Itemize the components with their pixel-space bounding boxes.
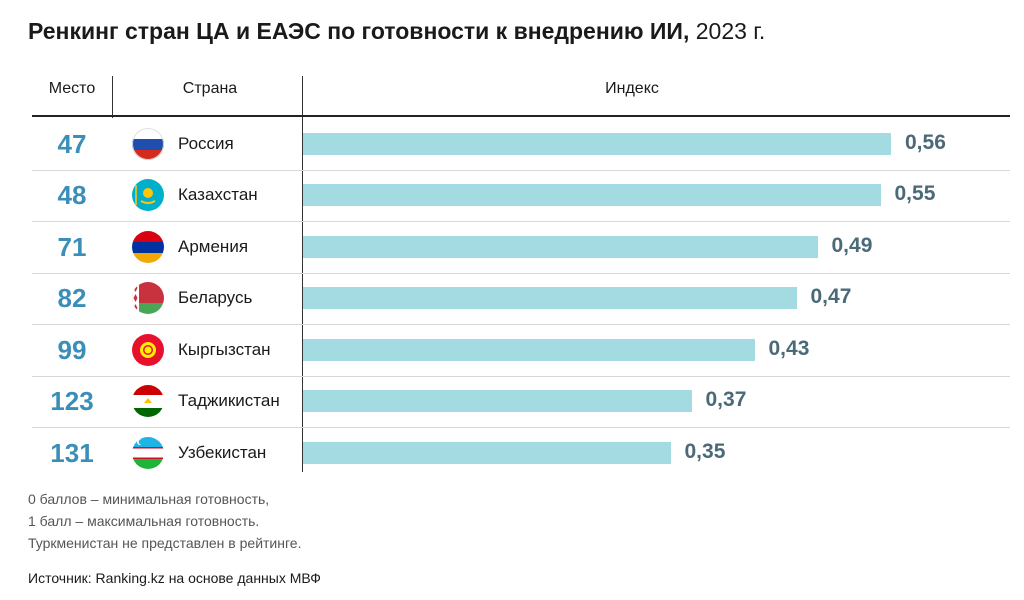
index-bar <box>303 184 881 207</box>
rank-label: 123 <box>50 386 94 417</box>
index-bar <box>303 287 797 310</box>
country-label: Беларусь <box>178 288 253 308</box>
index-bar <box>303 441 671 464</box>
chart-title-year: 2023 г. <box>695 18 766 44</box>
kazakhstan-flag-icon <box>132 179 164 212</box>
country-label: Россия <box>178 133 234 153</box>
row-separator <box>32 272 1010 274</box>
index-bar <box>303 132 891 155</box>
index-axis-line <box>302 76 303 472</box>
row-separator <box>32 324 1010 325</box>
row-separator <box>32 221 1010 222</box>
value-label: 0,47 <box>810 285 852 309</box>
country-label: Узбекистан <box>178 442 267 462</box>
rank-label: 131 <box>50 437 94 468</box>
row-separator <box>32 169 1010 171</box>
note-line: 0 баллов – минимальная готовность, <box>28 491 270 507</box>
rank-label: 99 <box>57 334 87 365</box>
index-bar <box>303 390 692 413</box>
row-separator <box>32 375 1010 377</box>
value-label: 0,56 <box>905 130 946 154</box>
value-label: 0,43 <box>768 336 810 360</box>
header-rank: Место <box>48 80 96 97</box>
header-underline <box>32 115 1010 117</box>
chart-title: Ренкинг стран ЦА и ЕАЭС по готовности к … <box>28 18 765 45</box>
source-note: Источник: Ranking.kz на основе данных МВ… <box>28 570 321 586</box>
country-label: Армения <box>178 236 249 256</box>
uzbekistan-flag-icon <box>132 436 164 469</box>
armenia-flag-icon <box>132 230 164 263</box>
kyrgyzstan-flag-icon <box>132 333 164 366</box>
value-label: 0,35 <box>684 439 726 463</box>
note-line: Туркменистан не представлен в рейтинге. <box>28 535 302 551</box>
rank-label: 82 <box>57 283 87 314</box>
row-separator <box>32 427 1010 428</box>
value-label: 0,49 <box>831 233 873 257</box>
header-index: Индекс <box>605 80 659 97</box>
tajikistan-flag-icon <box>132 385 164 418</box>
index-bar <box>303 235 818 258</box>
rank-label: 71 <box>57 231 87 262</box>
belarus-flag-icon <box>132 282 164 315</box>
rank-label: 47 <box>57 128 87 159</box>
index-bar <box>303 338 755 361</box>
rank-label: 48 <box>57 180 87 211</box>
country-label: Кыргызстан <box>178 339 271 359</box>
country-label: Таджикистан <box>178 391 280 411</box>
country-label: Казахстан <box>178 185 258 205</box>
note-line: 1 балл – максимальная готовность. <box>28 513 260 529</box>
header-country: Страна <box>182 80 238 97</box>
value-label: 0,55 <box>894 182 936 206</box>
chart-title-main: Ренкинг стран ЦА и ЕАЭС по готовности к … <box>28 18 690 44</box>
header-divider-rank <box>112 76 113 118</box>
notes: 0 баллов – минимальная готовность, 1 бал… <box>28 488 301 554</box>
russia-flag-icon <box>132 127 164 160</box>
value-label: 0,37 <box>705 388 747 412</box>
